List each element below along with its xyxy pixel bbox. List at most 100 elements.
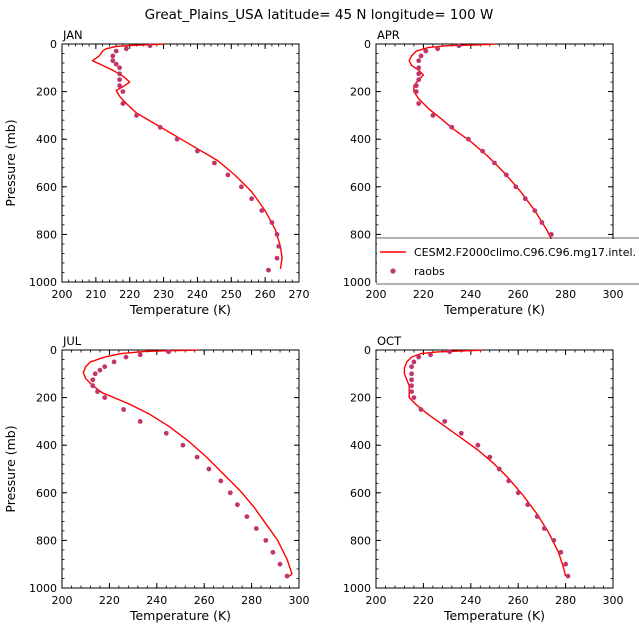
raobs-point	[409, 371, 414, 377]
x-tick-label: 300	[603, 288, 624, 301]
y-tick-label: 400	[36, 439, 57, 452]
raobs-point	[416, 58, 422, 64]
model-profile-line	[408, 43, 564, 271]
raobs-point	[418, 53, 424, 59]
y-tick-label: 200	[350, 392, 371, 405]
y-tick-label: 800	[36, 534, 57, 547]
model-profile-line	[82, 349, 293, 577]
figure-title: Great_Plains_USA latitude= 45 N longitud…	[145, 7, 494, 23]
x-tick-label: 240	[460, 288, 481, 301]
raobs-point	[111, 359, 117, 365]
y-tick-label: 200	[350, 86, 371, 99]
raobs-point	[525, 502, 531, 508]
y-tick-label: 1000	[29, 582, 57, 595]
x-tick-label: 240	[187, 288, 208, 301]
raobs-point	[565, 573, 571, 579]
raobs-point	[409, 364, 414, 370]
raobs-point	[225, 172, 231, 178]
raobs-point	[413, 83, 419, 89]
x-tick-label: 260	[194, 594, 215, 607]
y-tick-label: 400	[36, 133, 57, 146]
model-profile-line	[403, 349, 567, 577]
raobs-point	[117, 65, 122, 71]
raobs-point	[195, 148, 200, 154]
raobs-point	[180, 442, 186, 448]
raobs-point	[137, 352, 143, 358]
legend-obs-swatch	[390, 268, 396, 274]
raobs-point	[194, 454, 200, 460]
raobs-point	[117, 71, 122, 77]
raobs-point	[102, 395, 108, 400]
raobs-point	[416, 71, 422, 77]
x-tick-label: 220	[99, 594, 120, 607]
raobs-point	[435, 46, 440, 52]
raobs-point	[110, 53, 116, 59]
y-tick-label: 0	[50, 38, 57, 51]
raobs-point	[449, 124, 455, 130]
raobs-point	[480, 148, 485, 154]
panel-oct: 200 220 240 260 280 300 0 200 400 600 800 1000 OCT Te…	[343, 334, 624, 623]
raobs-point	[423, 48, 429, 54]
x-tick-label: 220	[413, 594, 434, 607]
raobs-point	[416, 77, 422, 83]
plot-frame	[375, 349, 614, 589]
raobs-point	[496, 466, 502, 472]
raobs-point	[416, 354, 422, 360]
raobs-point	[90, 377, 96, 383]
raobs-point	[134, 113, 139, 118]
x-tick-label: 280	[555, 288, 576, 301]
raobs-point	[102, 364, 108, 370]
raobs-point	[276, 243, 282, 249]
y-tick-label: 200	[36, 86, 57, 99]
raobs-point	[259, 208, 265, 214]
x-tick-label: 250	[221, 288, 242, 301]
raobs-point	[218, 478, 224, 484]
raobs-point	[163, 430, 169, 436]
raobs-point	[123, 354, 129, 360]
raobs-point	[541, 526, 547, 531]
raobs-point	[166, 349, 172, 355]
raobs-point	[253, 526, 259, 531]
x-axis-label: Temperature (K)	[129, 302, 231, 317]
y-tick-label: 1000	[343, 582, 371, 595]
y-tick-label: 600	[350, 487, 371, 500]
raobs-point	[249, 196, 255, 202]
x-tick-label: 260	[508, 288, 529, 301]
raobs-point	[456, 43, 462, 49]
raobs-point	[551, 538, 557, 543]
raobs-point	[458, 430, 464, 436]
raobs-point	[270, 549, 276, 555]
raobs-point	[487, 454, 493, 460]
raobs-point	[549, 232, 554, 237]
raobs-point	[413, 89, 419, 94]
raobs-point	[157, 124, 163, 130]
x-tick-label: 210	[85, 288, 106, 301]
raobs-point	[97, 367, 103, 373]
x-tick-label: 280	[241, 594, 262, 607]
raobs-point	[506, 478, 512, 484]
raobs-point	[513, 184, 519, 190]
x-tick-label: 200	[366, 594, 387, 607]
raobs-point	[466, 136, 471, 142]
raobs-point	[110, 58, 116, 64]
raobs-point	[269, 220, 275, 225]
y-tick-label: 800	[36, 228, 57, 241]
panel-jul: 200 220 240 260 280 300 0 200 400 600 800 1000 JUL Te…	[3, 334, 310, 623]
raobs-point	[212, 160, 217, 166]
model-profile-line	[91, 43, 283, 270]
raobs-point	[411, 359, 417, 365]
raobs-point	[522, 196, 528, 202]
plot-frame	[61, 349, 300, 589]
y-tick-label: 200	[36, 392, 57, 405]
raobs-point	[95, 389, 100, 394]
y-tick-label: 800	[350, 228, 371, 241]
raobs-point	[442, 419, 448, 424]
panel-jan: 200 210 220 230 240 250 260 270 0 200 400 600 800 100…	[3, 28, 310, 317]
x-tick-label: 200	[366, 288, 387, 301]
legend-obs-label: raobs	[414, 265, 445, 278]
panel-title: JAN	[62, 28, 83, 42]
y-tick-label: 600	[36, 181, 57, 194]
x-tick-label: 200	[52, 594, 73, 607]
y-tick-label: 0	[364, 344, 371, 357]
raobs-point	[147, 43, 153, 49]
